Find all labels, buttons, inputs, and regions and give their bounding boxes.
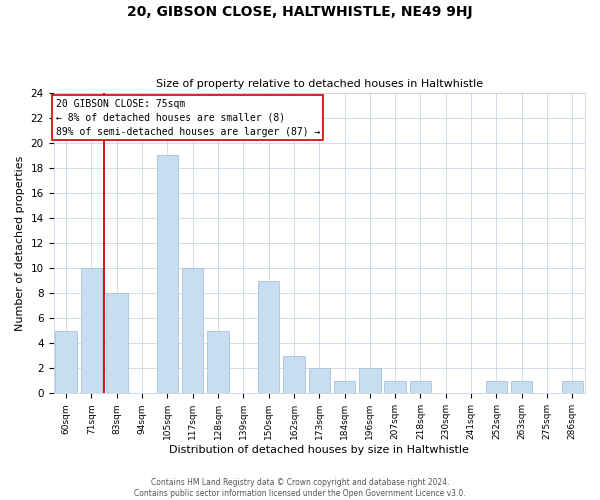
Bar bbox=[157, 155, 178, 394]
Bar bbox=[334, 381, 355, 394]
Bar bbox=[283, 356, 305, 394]
Bar bbox=[182, 268, 203, 394]
Text: 20, GIBSON CLOSE, HALTWHISTLE, NE49 9HJ: 20, GIBSON CLOSE, HALTWHISTLE, NE49 9HJ bbox=[127, 5, 473, 19]
Bar bbox=[410, 381, 431, 394]
Text: Contains HM Land Registry data © Crown copyright and database right 2024.
Contai: Contains HM Land Registry data © Crown c… bbox=[134, 478, 466, 498]
Bar bbox=[562, 381, 583, 394]
Bar bbox=[511, 381, 532, 394]
Bar bbox=[308, 368, 330, 394]
Bar bbox=[258, 280, 280, 394]
Y-axis label: Number of detached properties: Number of detached properties bbox=[15, 156, 25, 330]
Bar bbox=[485, 381, 507, 394]
Text: 20 GIBSON CLOSE: 75sqm
← 8% of detached houses are smaller (8)
89% of semi-detac: 20 GIBSON CLOSE: 75sqm ← 8% of detached … bbox=[56, 99, 320, 137]
Bar bbox=[359, 368, 380, 394]
Bar bbox=[81, 268, 102, 394]
Bar bbox=[385, 381, 406, 394]
Bar bbox=[55, 330, 77, 394]
Title: Size of property relative to detached houses in Haltwhistle: Size of property relative to detached ho… bbox=[156, 79, 483, 89]
Bar bbox=[106, 293, 128, 394]
Bar bbox=[207, 330, 229, 394]
X-axis label: Distribution of detached houses by size in Haltwhistle: Distribution of detached houses by size … bbox=[169, 445, 469, 455]
